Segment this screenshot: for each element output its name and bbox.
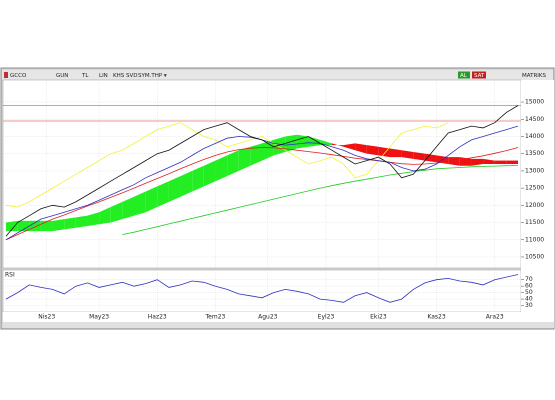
series-line xyxy=(5,122,449,208)
x-tick-label: Haz23 xyxy=(148,314,167,321)
cloud-segment xyxy=(122,196,134,220)
y-tick-label: 14500 xyxy=(525,116,544,123)
cloud-segment xyxy=(331,143,344,147)
cloud-segment xyxy=(145,186,158,213)
cloud-segment xyxy=(192,165,204,192)
scale[interactable]: LIN xyxy=(99,73,108,79)
cloud-segment xyxy=(494,160,507,165)
buy-button[interactable] xyxy=(458,71,470,79)
cloud-segment xyxy=(17,220,30,232)
cloud-segment xyxy=(320,139,332,146)
sell-label[interactable]: SAT xyxy=(474,73,485,79)
cloud-segment xyxy=(180,170,193,197)
cloud-segment xyxy=(296,134,309,149)
y-axis-area xyxy=(521,80,554,312)
cloud-segment xyxy=(413,151,425,161)
sell-button[interactable] xyxy=(472,71,486,79)
cloud-segment xyxy=(238,146,251,171)
x-tick-label: Agu23 xyxy=(258,314,278,321)
cloud-segment xyxy=(483,158,495,165)
cloud-segment xyxy=(506,160,518,165)
toolbar xyxy=(2,70,553,80)
rsi-title: RSI xyxy=(5,272,15,279)
cloud-segment xyxy=(215,155,228,182)
cloud-segment xyxy=(29,220,41,232)
cloud-segment xyxy=(448,157,460,166)
y-tick-label: 40 xyxy=(525,296,533,303)
cloud-segment xyxy=(471,158,484,166)
series-line xyxy=(122,165,519,235)
cloud-segment xyxy=(273,136,286,156)
y-tick-label: 15000 xyxy=(525,99,544,106)
cloud-segment xyxy=(168,176,181,202)
cloud-segment xyxy=(366,145,379,156)
cloud-segment xyxy=(157,181,169,208)
symbol[interactable]: GCCO xyxy=(10,73,27,79)
cloud-segment xyxy=(6,220,18,232)
y-tick-label: 13000 xyxy=(525,167,544,174)
y-tick-label: 70 xyxy=(525,276,533,283)
toolbar-item[interactable]: SVD xyxy=(126,73,138,79)
x-tick-label: Eyl23 xyxy=(318,314,335,321)
series-line xyxy=(5,105,519,237)
x-tick-label: Tem23 xyxy=(205,314,226,321)
cloud-segment xyxy=(64,217,76,230)
cloud-segment xyxy=(378,146,390,158)
cloud-segment xyxy=(285,134,297,152)
y-tick-label: 10500 xyxy=(525,253,544,260)
toolbar-item[interactable]: KHS xyxy=(113,73,125,79)
brand: MATRIKS xyxy=(522,73,546,79)
cloud-segment xyxy=(250,143,262,166)
x-axis-area xyxy=(3,312,554,322)
y-tick-label: 12000 xyxy=(525,202,544,209)
symbol-icon xyxy=(4,72,8,78)
cloud-segment xyxy=(134,191,146,216)
cloud-segment xyxy=(75,215,88,228)
cloud-segment xyxy=(355,143,367,154)
x-tick-label: Nis23 xyxy=(38,314,55,321)
y-tick-label: 60 xyxy=(525,283,533,290)
buy-label[interactable]: AL xyxy=(460,73,468,79)
x-tick-label: Ara23 xyxy=(486,314,504,321)
cloud-segment xyxy=(87,212,100,226)
cloud-segment xyxy=(227,150,239,177)
y-tick-label: 11500 xyxy=(525,219,544,226)
cloud-segment xyxy=(390,148,402,158)
x-tick-label: Eki23 xyxy=(370,314,387,321)
period[interactable]: GUN xyxy=(56,73,68,79)
price-panel xyxy=(2,79,522,269)
scrollbar[interactable] xyxy=(3,322,554,328)
y-tick-label: 11000 xyxy=(525,236,544,243)
cloud-segment xyxy=(40,220,53,232)
x-tick-label: May23 xyxy=(89,314,109,321)
y-tick-label: 14000 xyxy=(525,133,544,140)
y-tick-label: 13500 xyxy=(525,150,544,157)
y-tick-label: 12500 xyxy=(525,185,544,192)
y-tick-label: 30 xyxy=(525,302,533,309)
cloud-segment xyxy=(424,153,437,163)
cloud-segment xyxy=(343,143,356,151)
toolbar-item[interactable]: SYM.THP ▾ xyxy=(138,73,167,79)
cloud-segment xyxy=(401,150,414,159)
x-tick-label: Kas23 xyxy=(427,314,445,321)
cloud-segment xyxy=(203,160,216,187)
currency[interactable]: TL xyxy=(81,73,89,79)
cloud-segment xyxy=(99,207,111,225)
y-tick-label: 50 xyxy=(525,289,533,296)
cloud-segment xyxy=(110,201,123,223)
series-line xyxy=(5,147,519,241)
series-line xyxy=(5,274,519,303)
cloud-segment xyxy=(52,219,65,232)
cloud-segment xyxy=(308,136,321,147)
